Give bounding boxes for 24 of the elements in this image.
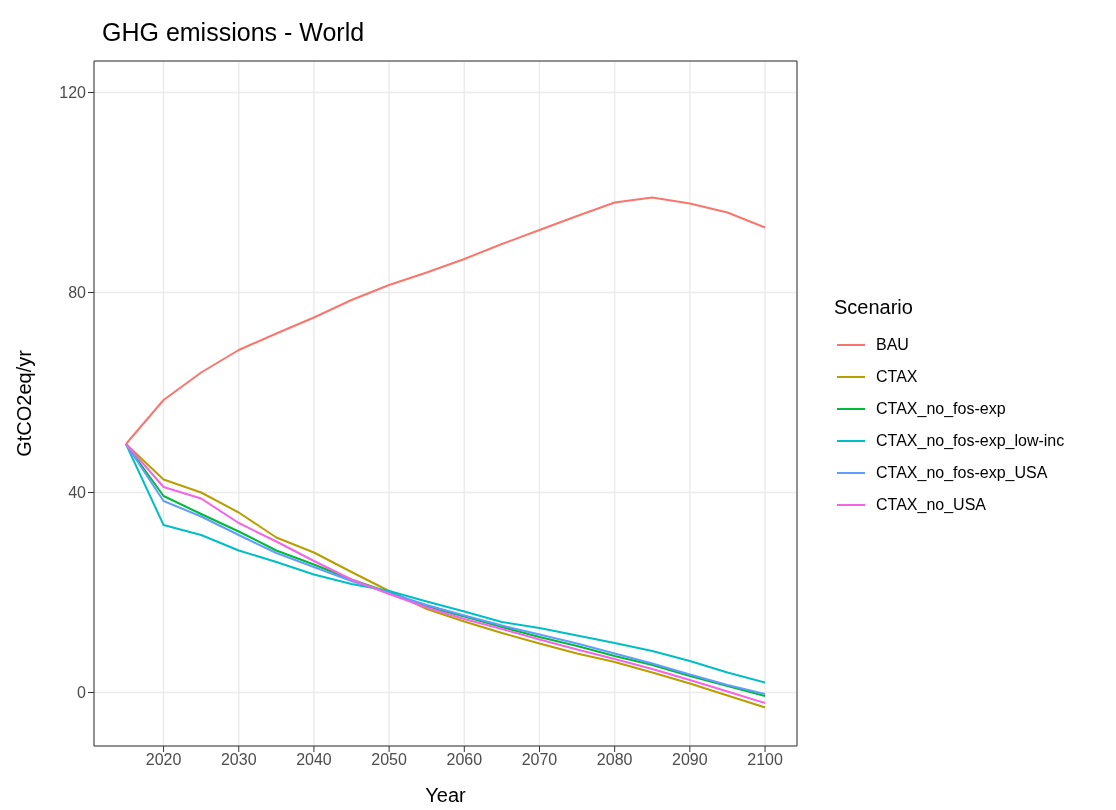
x-tick-label: 2070 xyxy=(521,751,558,769)
line-series xyxy=(124,196,767,445)
legend-label: CTAX_no_fos-exp_USA xyxy=(876,463,1048,482)
x-tick-label: 2020 xyxy=(145,751,182,769)
x-tick-label: 2030 xyxy=(220,751,257,769)
legend-title: Scenario xyxy=(834,295,914,319)
x-tick-label: 2050 xyxy=(371,751,408,769)
legend-label: CTAX_no_fos-exp xyxy=(876,399,1006,418)
x-tick-label: 2080 xyxy=(596,751,633,769)
legend-label: CTAX xyxy=(876,367,918,386)
legend-label: CTAX_no_USA xyxy=(876,495,986,514)
legend-label: CTAX_no_fos-exp_low-inc xyxy=(876,431,1065,450)
chart-title: GHG emissions - World xyxy=(102,18,365,47)
y-tick-label: 0 xyxy=(77,684,87,702)
x-axis-title: Year xyxy=(425,784,467,806)
y-tick-label: 120 xyxy=(59,84,87,102)
x-tick-label: 2100 xyxy=(747,751,783,769)
legend-label: BAU xyxy=(876,335,909,354)
x-tick-label: 2040 xyxy=(296,751,332,769)
y-axis-title: GtCO2eq/yr xyxy=(13,349,36,457)
y-tick-label: 80 xyxy=(68,284,87,302)
x-tick-label: 2090 xyxy=(672,751,708,769)
y-tick-label: 40 xyxy=(68,484,87,502)
x-tick-label: 2060 xyxy=(446,751,483,769)
